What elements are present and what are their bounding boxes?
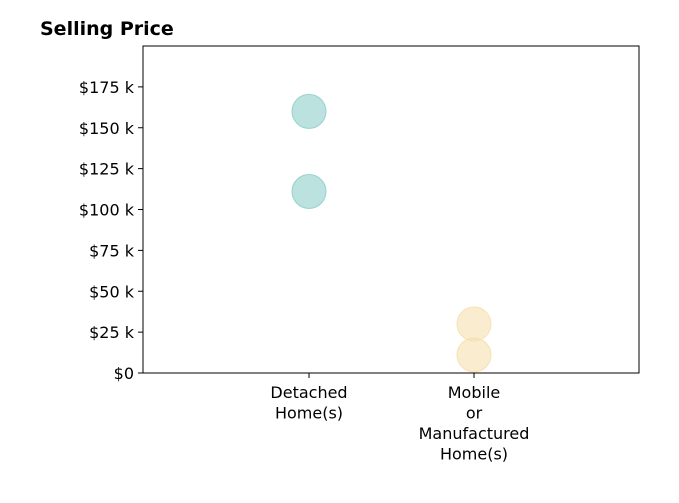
y-tick-label: $150 k [79,119,135,138]
data-point [456,337,492,373]
plot-area: $0 $25 k $50 k $75 k $100 k $125 k $150 k $175 … [79,45,640,464]
y-tick-label: $0 [114,364,134,383]
y-tick-label: $175 k [79,78,135,97]
x-tick-label: or [466,404,483,423]
y-tick-label: $125 k [79,160,135,179]
chart-title: Selling Price [40,18,174,40]
y-tick-label: $25 k [89,323,135,342]
y-tick-label: $100 k [79,201,135,220]
plot-frame [142,45,640,374]
x-tick-label: Detached [270,383,347,402]
data-point [456,306,492,342]
x-tick-label: Manufactured [419,424,530,443]
x-tick-label: Home(s) [440,445,508,464]
y-tick-label: $50 k [89,282,135,301]
data-point [291,93,327,129]
x-tick-label: Home(s) [275,404,343,423]
data-point [291,174,327,210]
y-tick-label: $75 k [89,241,135,260]
x-tick-label: Mobile [448,383,500,402]
